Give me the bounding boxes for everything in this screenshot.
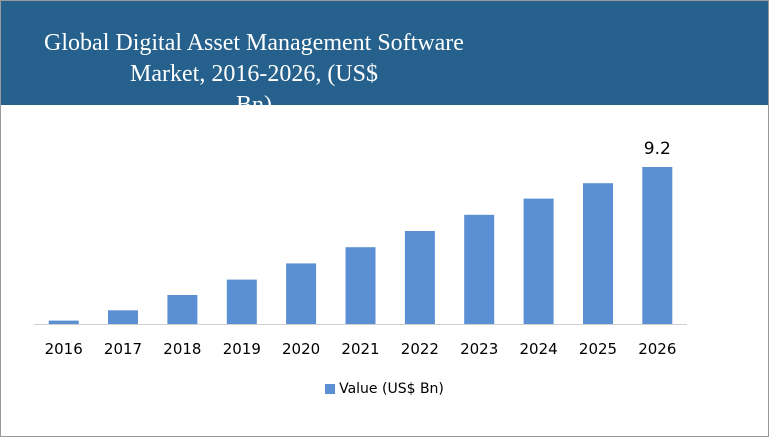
x-tick-2022: 2022: [401, 340, 439, 358]
bar-2022: [404, 231, 435, 324]
bar-2018: [167, 295, 198, 324]
title-banner: Global Digital Asset Management Software…: [1, 1, 768, 118]
x-tick-2016: 2016: [45, 340, 83, 358]
x-tick-2017: 2017: [104, 340, 142, 358]
x-tick-2026: 2026: [638, 340, 676, 358]
bar-2019: [226, 279, 257, 324]
x-tick-2021: 2021: [341, 340, 379, 358]
x-tick-2019: 2019: [223, 340, 261, 358]
x-tick-2020: 2020: [282, 340, 320, 358]
bar-2025: [583, 183, 613, 324]
bar-2021: [345, 247, 376, 324]
legend: Value (US$ Bn): [1, 381, 768, 397]
x-tick-2023: 2023: [460, 340, 498, 358]
bar-2026: [642, 167, 673, 324]
bar-2023: [464, 214, 495, 324]
chart-title: Global Digital Asset Management Software…: [44, 30, 464, 118]
x-tick-2024: 2024: [520, 340, 558, 358]
x-tick-2025: 2025: [579, 340, 617, 358]
legend-label: Value (US$ Bn): [339, 381, 444, 397]
bar-chart: 2016 2017 2018 2019 2020 2021 2022 2023 2024 2025…: [34, 139, 687, 358]
x-tick-2018: 2018: [163, 340, 201, 358]
bar-2017: [108, 310, 138, 324]
bar-2024: [523, 198, 554, 324]
data-label-2026: 9.2: [644, 139, 671, 159]
bar-2016: [48, 320, 79, 324]
legend-swatch: [325, 384, 336, 394]
bar-2020: [286, 263, 317, 324]
